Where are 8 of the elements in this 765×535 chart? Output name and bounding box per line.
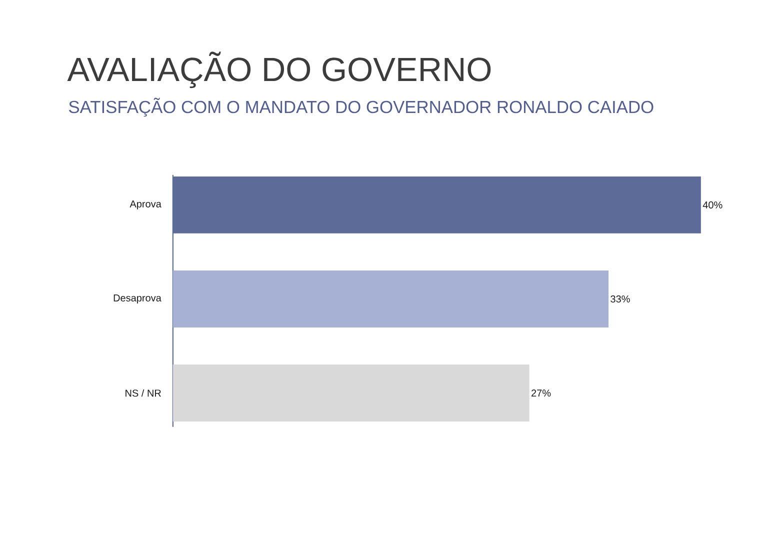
chart-subtitle: SATISFAÇÃO COM O MANDATO DO GOVERNADOR RONALDO CAIADO <box>69 98 654 117</box>
y-tick-label: Aprova <box>130 200 162 210</box>
data-label: 40% <box>702 201 722 208</box>
data-label: 27% <box>532 389 551 397</box>
y-tick-label: Desaprova <box>114 294 162 304</box>
data-label: 33% <box>610 295 630 303</box>
y-tick-label: NS / NR <box>126 389 161 397</box>
chart-title: AVALIAÇÃO DO GOVERNO <box>67 52 491 88</box>
